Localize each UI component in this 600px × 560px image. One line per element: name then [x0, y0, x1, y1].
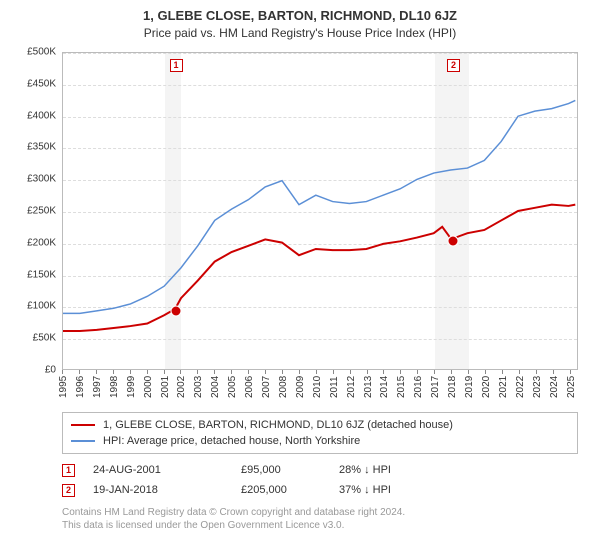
y-tick-label: £100K — [27, 301, 56, 312]
x-tick-label: 2018 — [447, 376, 458, 398]
x-tick-label: 2015 — [396, 376, 407, 398]
x-tick-label: 2022 — [515, 376, 526, 398]
x-tick-label: 2006 — [244, 376, 255, 398]
x-tick-label: 2013 — [363, 376, 374, 398]
legend: 1, GLEBE CLOSE, BARTON, RICHMOND, DL10 6… — [62, 412, 578, 454]
sale-price: £205,000 — [241, 480, 321, 500]
sale-price: £95,000 — [241, 460, 321, 480]
footer: Contains HM Land Registry data © Crown c… — [62, 506, 578, 532]
footer-line-1: Contains HM Land Registry data © Crown c… — [62, 506, 578, 519]
x-tick-label: 2000 — [143, 376, 154, 398]
sale-marker-icon: 1 — [62, 464, 75, 477]
x-tick-label: 2025 — [566, 376, 577, 398]
x-tick-label: 2012 — [346, 376, 357, 398]
y-tick-label: £400K — [27, 110, 56, 121]
x-tick-label: 1995 — [58, 376, 69, 398]
y-tick-label: £50K — [33, 333, 56, 344]
price-chart: £0 £50K £100K £150K £200K £250K £300K £350K £400… — [12, 46, 588, 406]
sale-marker-box: 2 — [447, 59, 460, 72]
sale-diff: 28% ↓ HPI — [339, 460, 439, 480]
y-tick-label: £150K — [27, 269, 56, 280]
x-tick-label: 2007 — [261, 376, 272, 398]
x-tick-label: 2017 — [430, 376, 441, 398]
y-tick-label: £200K — [27, 237, 56, 248]
sale-diff: 37% ↓ HPI — [339, 480, 439, 500]
x-tick-label: 1998 — [109, 376, 120, 398]
sale-row: 1 24-AUG-2001 £95,000 28% ↓ HPI — [62, 460, 578, 480]
x-tick-label: 2019 — [464, 376, 475, 398]
series-hpi — [63, 100, 575, 313]
y-tick-label: £450K — [27, 78, 56, 89]
x-tick-label: 1997 — [92, 376, 103, 398]
x-tick-label: 2021 — [498, 376, 509, 398]
legend-swatch-hpi — [71, 440, 95, 442]
x-tick-label: 2002 — [176, 376, 187, 398]
x-tick-label: 2016 — [413, 376, 424, 398]
x-tick-label: 1996 — [75, 376, 86, 398]
sale-marker-dot — [448, 236, 457, 245]
legend-label-hpi: HPI: Average price, detached house, Nort… — [103, 433, 360, 449]
sale-marker-box: 1 — [170, 59, 183, 72]
page-subtitle: Price paid vs. HM Land Registry's House … — [12, 26, 588, 40]
x-tick-label: 2024 — [549, 376, 560, 398]
legend-item-hpi: HPI: Average price, detached house, Nort… — [71, 433, 569, 449]
x-axis: 1995199619971998199920002001200220032004… — [62, 372, 578, 402]
legend-item-property: 1, GLEBE CLOSE, BARTON, RICHMOND, DL10 6… — [71, 417, 569, 433]
x-tick-label: 2009 — [295, 376, 306, 398]
y-tick-label: £250K — [27, 206, 56, 217]
sale-date: 24-AUG-2001 — [93, 460, 223, 480]
x-tick-label: 2004 — [210, 376, 221, 398]
y-tick-label: £350K — [27, 142, 56, 153]
legend-label-property: 1, GLEBE CLOSE, BARTON, RICHMOND, DL10 6… — [103, 417, 453, 433]
series-property — [63, 205, 575, 331]
plot-area: 12 — [62, 52, 578, 370]
legend-swatch-property — [71, 424, 95, 426]
y-tick-label: £0 — [45, 365, 56, 376]
y-axis: £0£50K£100K£150K£200K£250K£300K£350K£400… — [12, 52, 60, 370]
chart-svg — [63, 53, 577, 369]
x-tick-label: 2003 — [193, 376, 204, 398]
page-title: 1, GLEBE CLOSE, BARTON, RICHMOND, DL10 6… — [12, 8, 588, 23]
x-tick-label: 2011 — [329, 376, 340, 398]
sale-row: 2 19-JAN-2018 £205,000 37% ↓ HPI — [62, 480, 578, 500]
sale-date: 19-JAN-2018 — [93, 480, 223, 500]
x-tick-label: 2001 — [160, 376, 171, 398]
x-tick-label: 2010 — [312, 376, 323, 398]
footer-line-2: This data is licensed under the Open Gov… — [62, 519, 578, 532]
sales-table: 1 24-AUG-2001 £95,000 28% ↓ HPI 2 19-JAN-2018… — [62, 460, 578, 500]
x-tick-label: 2020 — [481, 376, 492, 398]
y-tick-label: £500K — [27, 47, 56, 58]
x-tick-label: 2008 — [278, 376, 289, 398]
x-tick-label: 2014 — [379, 376, 390, 398]
x-tick-label: 2023 — [532, 376, 543, 398]
x-tick-label: 1999 — [126, 376, 137, 398]
y-tick-label: £300K — [27, 174, 56, 185]
sale-marker-dot — [171, 306, 180, 315]
sale-marker-icon: 2 — [62, 484, 75, 497]
x-tick-label: 2005 — [227, 376, 238, 398]
